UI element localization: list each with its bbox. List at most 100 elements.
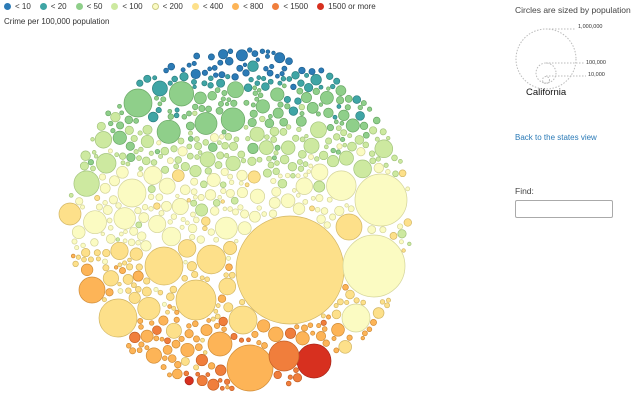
county-bubble[interactable]	[94, 131, 113, 149]
county-bubble[interactable]	[256, 205, 262, 211]
county-bubble[interactable]	[144, 246, 184, 286]
county-bubble[interactable]	[234, 238, 239, 244]
county-bubble[interactable]	[336, 104, 342, 109]
county-bubble[interactable]	[277, 80, 283, 86]
county-bubble[interactable]	[107, 148, 113, 154]
county-bubble[interactable]	[191, 270, 199, 279]
county-bubble[interactable]	[296, 193, 301, 198]
county-bubble[interactable]	[128, 291, 141, 304]
county-bubble[interactable]	[143, 166, 163, 185]
county-bubble[interactable]	[133, 149, 139, 155]
county-bubble[interactable]	[218, 71, 226, 79]
county-bubble[interactable]	[284, 103, 291, 110]
county-bubble[interactable]	[193, 364, 200, 371]
county-bubble[interactable]	[180, 162, 190, 172]
county-bubble[interactable]	[257, 319, 271, 333]
county-bubble[interactable]	[259, 140, 274, 155]
county-bubble[interactable]	[372, 307, 385, 319]
county-bubble[interactable]	[198, 105, 206, 112]
county-bubble[interactable]	[188, 130, 193, 136]
county-bubble[interactable]	[119, 152, 127, 160]
county-bubble[interactable]	[301, 324, 308, 332]
county-bubble[interactable]	[148, 150, 154, 156]
county-bubble[interactable]	[162, 355, 168, 361]
county-bubble[interactable]	[167, 354, 177, 363]
county-bubble[interactable]	[80, 242, 86, 249]
county-bubble[interactable]	[267, 78, 274, 85]
county-bubble[interactable]	[292, 202, 306, 215]
county-bubble[interactable]	[124, 125, 134, 135]
county-bubble[interactable]	[373, 162, 384, 174]
county-bubble[interactable]	[397, 229, 407, 239]
county-bubble[interactable]	[295, 331, 310, 346]
county-bubble[interactable]	[329, 213, 337, 221]
county-bubble[interactable]	[117, 103, 122, 109]
county-bubble[interactable]	[354, 135, 365, 145]
county-bubble[interactable]	[186, 261, 197, 272]
county-bubble[interactable]	[323, 144, 329, 150]
county-bubble[interactable]	[129, 347, 137, 355]
county-bubble[interactable]	[249, 126, 265, 142]
county-bubble[interactable]	[220, 167, 229, 177]
county-bubble[interactable]	[81, 248, 91, 258]
county-bubble[interactable]	[243, 124, 249, 130]
county-bubble[interactable]	[186, 323, 192, 329]
county-bubble[interactable]	[192, 320, 199, 328]
county-bubble[interactable]	[180, 342, 195, 358]
county-bubble[interactable]	[211, 65, 218, 71]
county-bubble[interactable]	[217, 294, 227, 303]
county-bubble[interactable]	[158, 315, 169, 326]
county-bubble[interactable]	[333, 77, 341, 85]
county-bubble[interactable]	[222, 206, 228, 212]
county-bubble[interactable]	[123, 229, 128, 234]
county-bubble[interactable]	[320, 207, 329, 215]
county-bubble[interactable]	[187, 136, 194, 142]
county-bubble[interactable]	[83, 210, 107, 235]
county-bubble[interactable]	[161, 165, 170, 174]
county-bubble[interactable]	[87, 159, 94, 166]
county-bubble[interactable]	[281, 83, 287, 89]
county-bubble[interactable]	[224, 153, 230, 159]
county-bubble[interactable]	[330, 83, 336, 90]
county-bubble[interactable]	[193, 136, 200, 143]
county-bubble[interactable]	[112, 130, 127, 145]
county-bubble[interactable]	[126, 343, 132, 349]
county-bubble[interactable]	[119, 267, 126, 275]
county-bubble[interactable]	[80, 150, 91, 161]
county-bubble[interactable]	[221, 129, 227, 135]
county-bubble[interactable]	[264, 134, 270, 140]
county-bubble[interactable]	[341, 303, 371, 333]
county-bubble[interactable]	[140, 240, 152, 252]
county-bubble[interactable]	[181, 114, 188, 120]
county-bubble[interactable]	[173, 316, 180, 323]
county-bubble[interactable]	[164, 337, 171, 345]
county-bubble[interactable]	[259, 48, 266, 54]
county-bubble[interactable]	[306, 169, 312, 174]
county-bubble[interactable]	[302, 161, 309, 167]
county-bubble[interactable]	[189, 234, 196, 241]
county-bubble[interactable]	[101, 297, 107, 303]
county-bubble[interactable]	[187, 223, 198, 234]
county-bubble[interactable]	[237, 150, 246, 159]
county-bubble[interactable]	[117, 178, 147, 208]
county-bubble[interactable]	[202, 350, 208, 355]
county-bubble[interactable]	[281, 140, 296, 155]
county-bubble[interactable]	[360, 335, 365, 341]
county-bubble[interactable]	[243, 99, 250, 106]
county-bubble[interactable]	[332, 114, 338, 120]
county-bubble[interactable]	[158, 153, 164, 159]
county-bubble[interactable]	[230, 196, 239, 205]
county-bubble[interactable]	[223, 241, 238, 255]
county-bubble[interactable]	[398, 169, 407, 178]
county-bubble[interactable]	[386, 135, 391, 141]
county-bubble[interactable]	[135, 286, 142, 293]
county-bubble[interactable]	[299, 111, 305, 117]
county-bubble[interactable]	[326, 196, 333, 203]
county-bubble[interactable]	[110, 241, 129, 260]
county-bubble[interactable]	[171, 75, 178, 83]
county-bubble[interactable]	[304, 133, 309, 139]
county-bubble[interactable]	[321, 326, 328, 332]
county-bubble[interactable]	[261, 342, 268, 349]
county-bubble[interactable]	[206, 318, 212, 323]
county-bubble[interactable]	[144, 345, 150, 351]
